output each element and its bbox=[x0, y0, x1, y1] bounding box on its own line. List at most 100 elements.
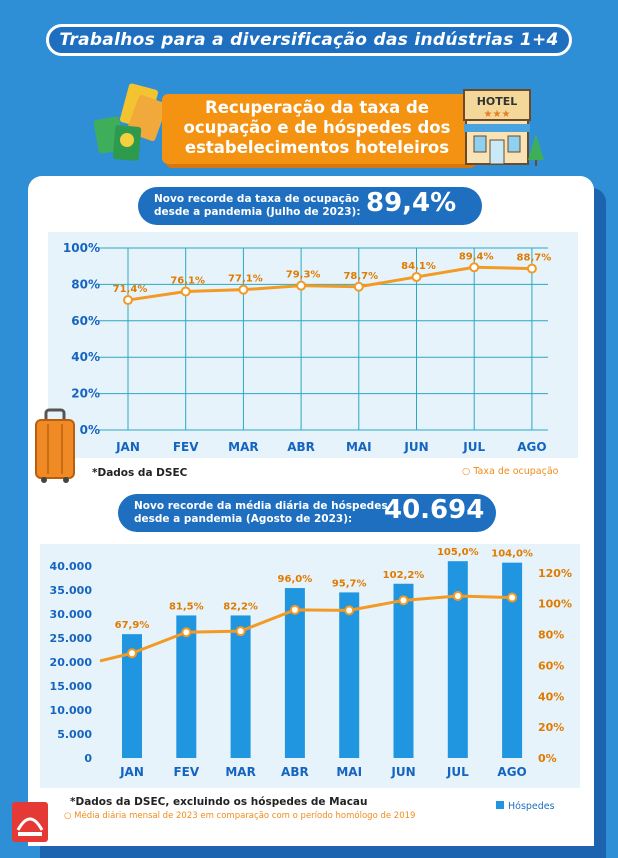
guests-bar bbox=[339, 592, 360, 758]
guests-bar-legend: Hóspedes bbox=[496, 801, 555, 812]
x-tick-label: FEV bbox=[173, 440, 199, 454]
y-tick-label: 0% bbox=[80, 423, 100, 437]
legend-circle-icon: ○ bbox=[64, 811, 75, 821]
data-point bbox=[398, 595, 409, 606]
x-tick-label: JUL bbox=[462, 440, 485, 454]
section-banner: Recuperação da taxa de ocupação e de hós… bbox=[162, 94, 472, 164]
x-tick-label: JUN bbox=[403, 440, 428, 454]
guests-bar bbox=[122, 634, 142, 758]
occupancy-legend: ○ Taxa de ocupação bbox=[462, 466, 559, 477]
y-tick-label: 15.000 bbox=[50, 680, 93, 693]
y2-tick-label: 100% bbox=[538, 598, 572, 611]
y-tick-label: 30.000 bbox=[50, 608, 93, 621]
data-label: 79,3% bbox=[286, 270, 321, 281]
data-point bbox=[411, 271, 422, 282]
data-point bbox=[526, 263, 537, 274]
guests-pill-line-2: desde a pandemia (Agosto de 2023): bbox=[134, 513, 353, 525]
guests-record-pill: Novo recorde da média diária de hóspedes… bbox=[118, 494, 496, 532]
guests-bar bbox=[502, 562, 523, 758]
y2-tick-label: 80% bbox=[538, 629, 564, 642]
data-label: 78,7% bbox=[343, 271, 378, 282]
occupancy-record-pill: Novo recorde da taxa de ocupação desde a… bbox=[138, 187, 482, 225]
data-point bbox=[507, 592, 518, 603]
data-point bbox=[181, 627, 192, 638]
data-label: 76,1% bbox=[170, 275, 205, 286]
data-label: 88,7% bbox=[517, 253, 552, 264]
occupancy-record-value: 89,4% bbox=[366, 188, 457, 218]
y-tick-label: 60% bbox=[71, 314, 100, 328]
guests-line-legend: ○ Média diária mensal de 2023 em compara… bbox=[64, 811, 415, 821]
data-point bbox=[296, 280, 307, 291]
data-point bbox=[127, 648, 137, 659]
data-point bbox=[469, 262, 480, 273]
data-point bbox=[353, 281, 364, 292]
y2-tick-label: 60% bbox=[538, 659, 564, 672]
data-point bbox=[344, 605, 355, 616]
guests-bar-legend-label: Hóspedes bbox=[508, 801, 555, 812]
hotel-icon: HOTEL ★★★ bbox=[463, 89, 544, 166]
y-tick-label: 35.000 bbox=[50, 584, 93, 597]
legend-circle-icon: ○ bbox=[462, 466, 474, 477]
hotel-sign-text: HOTEL bbox=[477, 95, 518, 108]
y2-tick-label: 40% bbox=[538, 690, 564, 703]
guests-bar bbox=[393, 583, 414, 758]
chart-background bbox=[48, 232, 578, 458]
occupancy-pill-line-1: Novo recorde da taxa de ocupação bbox=[154, 193, 360, 205]
x-tick-label: JUN bbox=[390, 765, 415, 779]
x-tick-label: FEV bbox=[173, 765, 199, 779]
y-tick-label: 5.000 bbox=[57, 728, 92, 741]
y-tick-label: 80% bbox=[71, 277, 100, 291]
banner-line-2: ocupação e de hóspedes dos bbox=[183, 118, 451, 137]
guests-pill-line-1: Novo recorde da média diária de hóspedes bbox=[134, 500, 388, 512]
data-label: 102,2% bbox=[383, 570, 425, 581]
x-tick-label: JUL bbox=[446, 765, 469, 779]
y2-tick-label: 20% bbox=[538, 721, 564, 734]
y-tick-label: 20.000 bbox=[50, 656, 93, 669]
occupancy-pill-line-2: desde a pandemia (Julho de 2023): bbox=[154, 206, 361, 218]
legend-square-icon bbox=[496, 801, 504, 809]
data-point bbox=[235, 626, 246, 637]
y2-tick-label: 0% bbox=[538, 752, 557, 765]
data-point bbox=[180, 286, 191, 297]
data-label: 84,1% bbox=[401, 261, 436, 272]
header-pill: Trabalhos para a diversificação das indú… bbox=[46, 24, 572, 56]
data-point bbox=[123, 295, 133, 306]
data-label: 89,4% bbox=[459, 251, 494, 262]
x-tick-label: JAN bbox=[115, 440, 140, 454]
y2-tick-label: 120% bbox=[538, 567, 572, 580]
passport-illustration bbox=[94, 83, 168, 161]
y-tick-label: 10.000 bbox=[50, 704, 93, 717]
guests-bar bbox=[284, 588, 305, 758]
suitcase-icon bbox=[35, 408, 75, 483]
x-tick-label: AGO bbox=[517, 440, 546, 454]
guests-bar bbox=[176, 615, 197, 758]
data-label: 81,5% bbox=[169, 601, 204, 612]
logo-icon bbox=[12, 802, 48, 842]
banner-line-3: estabelecimentos hoteleiros bbox=[184, 138, 450, 157]
data-label: 67,9% bbox=[115, 620, 150, 631]
data-point bbox=[289, 604, 300, 615]
guests-bar bbox=[447, 561, 468, 758]
data-point bbox=[238, 284, 249, 295]
y-tick-label: 40.000 bbox=[50, 560, 93, 573]
guests-line-legend-label: Média diária mensal de 2023 em comparaçã… bbox=[74, 811, 416, 821]
data-label: 105,0% bbox=[437, 547, 479, 558]
occupancy-source: *Dados da DSEC bbox=[92, 467, 188, 479]
y-tick-label: 20% bbox=[71, 387, 100, 401]
x-tick-label: MAR bbox=[228, 440, 258, 454]
x-tick-label: MAI bbox=[346, 440, 372, 454]
data-label: 96,0% bbox=[278, 574, 313, 585]
x-tick-label: MAI bbox=[336, 765, 362, 779]
hotel-stars: ★★★ bbox=[484, 109, 511, 120]
data-label: 71,4% bbox=[113, 284, 148, 295]
y-tick-label: 25.000 bbox=[50, 632, 93, 645]
x-tick-label: JAN bbox=[119, 765, 144, 779]
banner-line-1: Recuperação da taxa de bbox=[205, 98, 429, 117]
data-point bbox=[452, 591, 463, 601]
occupancy-legend-label: Taxa de ocupação bbox=[473, 466, 559, 477]
data-label: 104,0% bbox=[491, 549, 533, 560]
data-label: 82,2% bbox=[223, 601, 258, 612]
guests-record-value: 40.694 bbox=[384, 495, 485, 525]
